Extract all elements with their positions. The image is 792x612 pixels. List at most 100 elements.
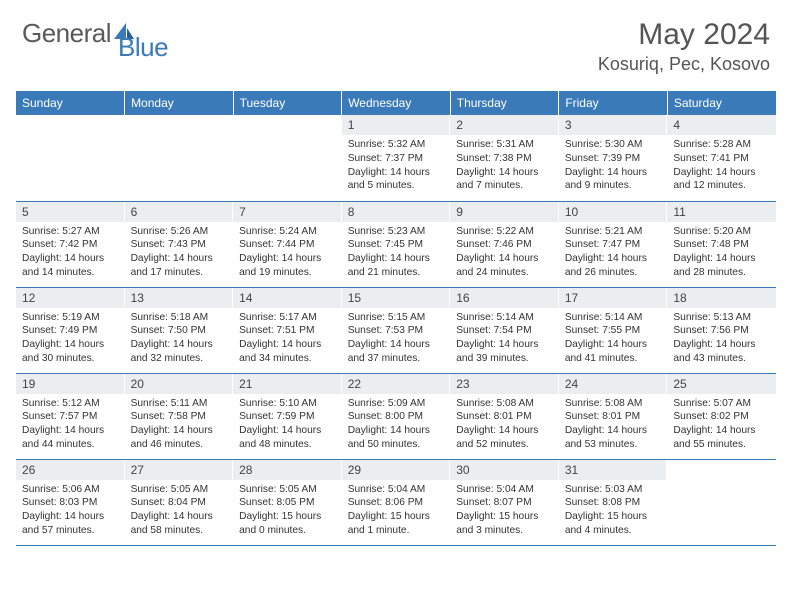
calendar-cell [125, 115, 234, 201]
day-header: Saturday [667, 91, 776, 115]
day-details: Sunrise: 5:12 AMSunset: 7:57 PMDaylight:… [16, 394, 125, 456]
day-header: Sunday [16, 91, 125, 115]
day-details: Sunrise: 5:04 AMSunset: 8:06 PMDaylight:… [342, 480, 451, 542]
day-number: 27 [125, 460, 234, 480]
calendar-cell: 21Sunrise: 5:10 AMSunset: 7:59 PMDayligh… [233, 373, 342, 459]
day-details: Sunrise: 5:23 AMSunset: 7:45 PMDaylight:… [342, 222, 451, 284]
day-details: Sunrise: 5:09 AMSunset: 8:00 PMDaylight:… [342, 394, 451, 456]
day-number: 1 [342, 115, 451, 135]
day-number: 28 [233, 460, 342, 480]
calendar-cell: 11Sunrise: 5:20 AMSunset: 7:48 PMDayligh… [667, 201, 776, 287]
calendar-cell: 24Sunrise: 5:08 AMSunset: 8:01 PMDayligh… [559, 373, 668, 459]
calendar-cell: 27Sunrise: 5:05 AMSunset: 8:04 PMDayligh… [125, 459, 234, 545]
day-number: 4 [667, 115, 776, 135]
calendar-cell: 4Sunrise: 5:28 AMSunset: 7:41 PMDaylight… [667, 115, 776, 201]
calendar-cell: 26Sunrise: 5:06 AMSunset: 8:03 PMDayligh… [16, 459, 125, 545]
location-text: Kosuriq, Pec, Kosovo [598, 54, 770, 75]
calendar-cell: 3Sunrise: 5:30 AMSunset: 7:39 PMDaylight… [559, 115, 668, 201]
day-number: 2 [450, 115, 559, 135]
calendar-cell: 19Sunrise: 5:12 AMSunset: 7:57 PMDayligh… [16, 373, 125, 459]
day-details: Sunrise: 5:17 AMSunset: 7:51 PMDaylight:… [233, 308, 342, 370]
day-details: Sunrise: 5:31 AMSunset: 7:38 PMDaylight:… [450, 135, 559, 197]
title-block: May 2024 Kosuriq, Pec, Kosovo [598, 18, 770, 75]
brand-part2: Blue [118, 32, 168, 63]
day-details: Sunrise: 5:30 AMSunset: 7:39 PMDaylight:… [559, 135, 668, 197]
day-number: 23 [450, 374, 559, 394]
calendar-cell: 2Sunrise: 5:31 AMSunset: 7:38 PMDaylight… [450, 115, 559, 201]
day-number: 22 [342, 374, 451, 394]
calendar-cell [16, 115, 125, 201]
day-details: Sunrise: 5:14 AMSunset: 7:54 PMDaylight:… [450, 308, 559, 370]
day-number: 24 [559, 374, 668, 394]
day-header: Thursday [450, 91, 559, 115]
calendar-cell: 29Sunrise: 5:04 AMSunset: 8:06 PMDayligh… [342, 459, 451, 545]
calendar-cell: 6Sunrise: 5:26 AMSunset: 7:43 PMDaylight… [125, 201, 234, 287]
day-number: 11 [667, 202, 776, 222]
day-number: 14 [233, 288, 342, 308]
calendar-row: 12Sunrise: 5:19 AMSunset: 7:49 PMDayligh… [16, 287, 776, 373]
day-details: Sunrise: 5:15 AMSunset: 7:53 PMDaylight:… [342, 308, 451, 370]
day-details: Sunrise: 5:06 AMSunset: 8:03 PMDaylight:… [16, 480, 125, 542]
day-number: 6 [125, 202, 234, 222]
day-details: Sunrise: 5:10 AMSunset: 7:59 PMDaylight:… [233, 394, 342, 456]
day-header: Wednesday [342, 91, 451, 115]
day-details: Sunrise: 5:22 AMSunset: 7:46 PMDaylight:… [450, 222, 559, 284]
day-number: 30 [450, 460, 559, 480]
day-details: Sunrise: 5:20 AMSunset: 7:48 PMDaylight:… [667, 222, 776, 284]
day-header: Monday [125, 91, 234, 115]
day-header: Friday [559, 91, 668, 115]
calendar-cell: 22Sunrise: 5:09 AMSunset: 8:00 PMDayligh… [342, 373, 451, 459]
day-number: 7 [233, 202, 342, 222]
calendar-cell [667, 459, 776, 545]
day-number: 17 [559, 288, 668, 308]
brand-logo: General Blue [22, 18, 168, 49]
calendar-table: SundayMondayTuesdayWednesdayThursdayFrid… [16, 91, 776, 546]
day-number: 25 [667, 374, 776, 394]
calendar-row: 1Sunrise: 5:32 AMSunset: 7:37 PMDaylight… [16, 115, 776, 201]
calendar-cell: 12Sunrise: 5:19 AMSunset: 7:49 PMDayligh… [16, 287, 125, 373]
calendar-cell: 31Sunrise: 5:03 AMSunset: 8:08 PMDayligh… [559, 459, 668, 545]
day-header: Tuesday [233, 91, 342, 115]
day-details: Sunrise: 5:14 AMSunset: 7:55 PMDaylight:… [559, 308, 668, 370]
calendar-cell: 14Sunrise: 5:17 AMSunset: 7:51 PMDayligh… [233, 287, 342, 373]
month-title: May 2024 [598, 18, 770, 52]
day-number: 15 [342, 288, 451, 308]
calendar-cell: 9Sunrise: 5:22 AMSunset: 7:46 PMDaylight… [450, 201, 559, 287]
page-header: General Blue May 2024 Kosuriq, Pec, Koso… [0, 0, 792, 83]
day-number: 31 [559, 460, 668, 480]
day-details: Sunrise: 5:32 AMSunset: 7:37 PMDaylight:… [342, 135, 451, 197]
day-details: Sunrise: 5:04 AMSunset: 8:07 PMDaylight:… [450, 480, 559, 542]
day-details: Sunrise: 5:08 AMSunset: 8:01 PMDaylight:… [559, 394, 668, 456]
day-details: Sunrise: 5:28 AMSunset: 7:41 PMDaylight:… [667, 135, 776, 197]
day-details: Sunrise: 5:11 AMSunset: 7:58 PMDaylight:… [125, 394, 234, 456]
calendar-cell: 15Sunrise: 5:15 AMSunset: 7:53 PMDayligh… [342, 287, 451, 373]
day-number: 5 [16, 202, 125, 222]
day-number: 18 [667, 288, 776, 308]
day-number: 21 [233, 374, 342, 394]
calendar-cell: 28Sunrise: 5:05 AMSunset: 8:05 PMDayligh… [233, 459, 342, 545]
calendar-row: 26Sunrise: 5:06 AMSunset: 8:03 PMDayligh… [16, 459, 776, 545]
calendar-row: 5Sunrise: 5:27 AMSunset: 7:42 PMDaylight… [16, 201, 776, 287]
day-details: Sunrise: 5:21 AMSunset: 7:47 PMDaylight:… [559, 222, 668, 284]
day-number: 10 [559, 202, 668, 222]
day-details: Sunrise: 5:27 AMSunset: 7:42 PMDaylight:… [16, 222, 125, 284]
day-number: 29 [342, 460, 451, 480]
calendar-cell: 8Sunrise: 5:23 AMSunset: 7:45 PMDaylight… [342, 201, 451, 287]
day-number: 16 [450, 288, 559, 308]
calendar-cell: 10Sunrise: 5:21 AMSunset: 7:47 PMDayligh… [559, 201, 668, 287]
day-details: Sunrise: 5:05 AMSunset: 8:05 PMDaylight:… [233, 480, 342, 542]
day-number: 13 [125, 288, 234, 308]
day-number: 8 [342, 202, 451, 222]
day-details: Sunrise: 5:03 AMSunset: 8:08 PMDaylight:… [559, 480, 668, 542]
day-number: 26 [16, 460, 125, 480]
day-details: Sunrise: 5:07 AMSunset: 8:02 PMDaylight:… [667, 394, 776, 456]
day-number: 20 [125, 374, 234, 394]
calendar-cell: 13Sunrise: 5:18 AMSunset: 7:50 PMDayligh… [125, 287, 234, 373]
calendar-cell: 25Sunrise: 5:07 AMSunset: 8:02 PMDayligh… [667, 373, 776, 459]
day-details: Sunrise: 5:18 AMSunset: 7:50 PMDaylight:… [125, 308, 234, 370]
calendar-cell [233, 115, 342, 201]
day-number: 19 [16, 374, 125, 394]
calendar-head: SundayMondayTuesdayWednesdayThursdayFrid… [16, 91, 776, 115]
calendar-cell: 30Sunrise: 5:04 AMSunset: 8:07 PMDayligh… [450, 459, 559, 545]
day-number: 12 [16, 288, 125, 308]
